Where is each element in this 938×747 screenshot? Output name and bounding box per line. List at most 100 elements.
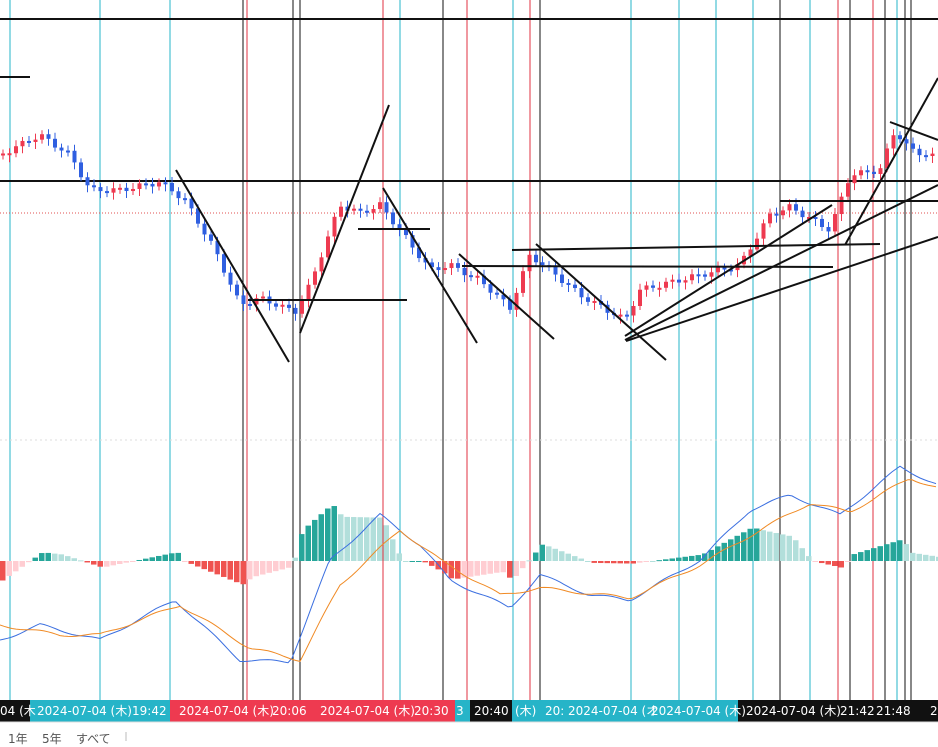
histogram-bar [266,561,272,573]
trend-lines [175,77,938,363]
candle-body [417,247,421,259]
histogram-bar [468,561,474,577]
histogram-bar [637,561,643,563]
range-button[interactable]: 5年 [42,732,62,746]
histogram-bar [279,561,285,570]
histogram-bar [357,517,363,561]
histogram-bar [695,555,701,561]
candle-body [703,274,707,277]
candle-body [118,187,122,190]
histogram-bar [767,531,773,561]
candle-body [365,210,369,213]
histogram-bar [149,557,155,561]
histogram-bar [45,552,51,561]
candle-body [391,212,395,225]
histogram-bar [188,561,194,564]
candle-body [586,297,590,302]
histogram-bar [578,558,584,561]
time-label: 2024-07-04 (木) [179,704,274,718]
candle-body [781,210,785,216]
candle-body [495,292,499,295]
candle-body [144,183,148,186]
histogram-bar [117,561,123,565]
candle-body [358,208,363,211]
histogram-bar [858,552,864,561]
histogram-bar [97,561,103,567]
candle-body [183,198,187,201]
histogram-bar [260,561,266,575]
candle-body [46,134,51,139]
candle-body [215,240,220,255]
axis-segment [455,700,470,722]
time-label: 20: [545,704,565,718]
histogram-bar [312,519,318,561]
histogram-bar [299,534,305,561]
candle-body [287,304,291,308]
candle-body [53,138,57,148]
histogram-bar [819,561,825,564]
candle-body [540,262,545,266]
candle-body [40,134,44,140]
histogram-bar [520,561,526,569]
candle-body [787,204,792,211]
range-button[interactable]: すべて [76,732,111,746]
candle-body [729,269,733,272]
histogram-bar [156,555,162,561]
histogram-bar [754,528,760,561]
candle-body [852,175,857,184]
histogram-bar [702,553,708,561]
histogram-bar [26,561,32,563]
candle-body [826,227,831,232]
histogram-bar [325,508,331,561]
candle-body [222,254,226,273]
candle-body [20,140,25,147]
histogram-bar [32,557,38,561]
histogram-bar [481,561,487,575]
histogram-bar [195,561,201,567]
candle-body [274,303,278,307]
candle-body [508,299,512,310]
time-label: 19:42 [132,704,167,718]
histogram-bar [806,556,812,561]
candle-body [189,198,194,209]
axis-segment [470,700,512,722]
candle-body [566,282,571,285]
histogram-bar [903,544,909,561]
histogram-bar [0,561,6,581]
histogram-bar [78,560,84,562]
histogram-bar [572,556,578,561]
candle-body [111,188,116,193]
histogram-bar [760,530,766,561]
histogram-bar [416,561,422,562]
histogram-bar [786,535,792,561]
histogram-bar [663,559,669,561]
histogram-bar [19,561,25,567]
histogram-bar [429,561,435,566]
histogram-bar [812,561,818,562]
histogram-bar [13,561,19,572]
candle-body [833,214,837,232]
time-label: 2024-07-04 (木) [746,704,841,718]
candle-body [59,147,64,151]
histogram-bar [331,506,337,561]
histogram-bar [286,561,292,568]
histogram-bar [845,561,851,562]
candle-body [475,275,480,278]
time-label: 3 [456,704,464,718]
candle-body [573,284,577,289]
histogram-bar [877,546,883,561]
candle-body [878,168,883,174]
candle-body [124,187,129,192]
histogram-bar [221,561,227,577]
histogram-bar [305,525,311,561]
range-button[interactable]: 1年 [8,732,28,746]
candle-body [813,217,818,220]
candle-body [72,150,77,163]
vertical-lines [9,0,912,700]
candle-body [241,295,246,304]
candle-body [592,300,597,303]
candle-body [820,218,824,228]
histogram-bar [344,516,350,561]
candle-body [196,208,200,224]
candle-body [911,143,915,149]
